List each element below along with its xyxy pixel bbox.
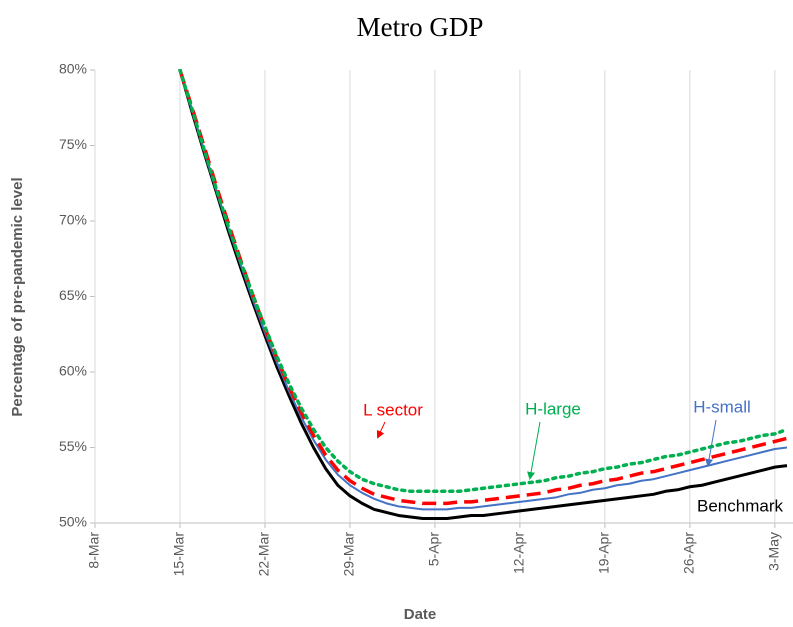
labels: 50% 55% 60% 65% 70% 75% 80% 8-Mar 15-Mar 22-Mar 29…	[59, 61, 784, 577]
x-tick-label: 26-Apr	[681, 532, 697, 574]
y-tick-label: 60%	[59, 363, 87, 379]
annotation-arrow	[527, 421, 541, 480]
x-tick-label: 29-Mar	[341, 532, 357, 577]
y-tick-label: 65%	[59, 287, 87, 303]
x-axis-title: Date	[404, 606, 437, 623]
y-tick-label: 50%	[59, 514, 87, 530]
plot-area	[178, 69, 789, 520]
x-tick-label: 19-Apr	[596, 532, 612, 574]
x-tick-label: 3-May	[766, 532, 782, 571]
series-line	[178, 69, 788, 506]
y-tick-label: 55%	[59, 438, 87, 454]
annotation: H-small	[693, 397, 751, 416]
series-line	[178, 69, 789, 494]
series-line	[178, 69, 788, 520]
y-axis-title: Percentage of pre-pandemic level	[9, 177, 26, 416]
y-tick-label: 70%	[59, 212, 87, 228]
annotation-arrow	[376, 421, 386, 439]
x-tick-label: 15-Mar	[171, 532, 187, 577]
annotation-arrow	[705, 419, 717, 467]
y-tick-label: 80%	[59, 61, 87, 77]
annotation: L sector	[363, 400, 423, 419]
annotation: H-large	[525, 399, 581, 418]
x-tick-label: 22-Mar	[256, 532, 272, 577]
series-line	[179, 69, 788, 511]
chart-title: Metro GDP	[357, 12, 484, 42]
x-tick-label: 5-Apr	[426, 532, 442, 567]
grid	[90, 69, 793, 528]
x-tick-label: 12-Apr	[511, 532, 527, 574]
x-tick-label: 8-Mar	[86, 532, 102, 569]
annotation: Benchmark	[697, 496, 783, 515]
y-tick-label: 75%	[59, 136, 87, 152]
